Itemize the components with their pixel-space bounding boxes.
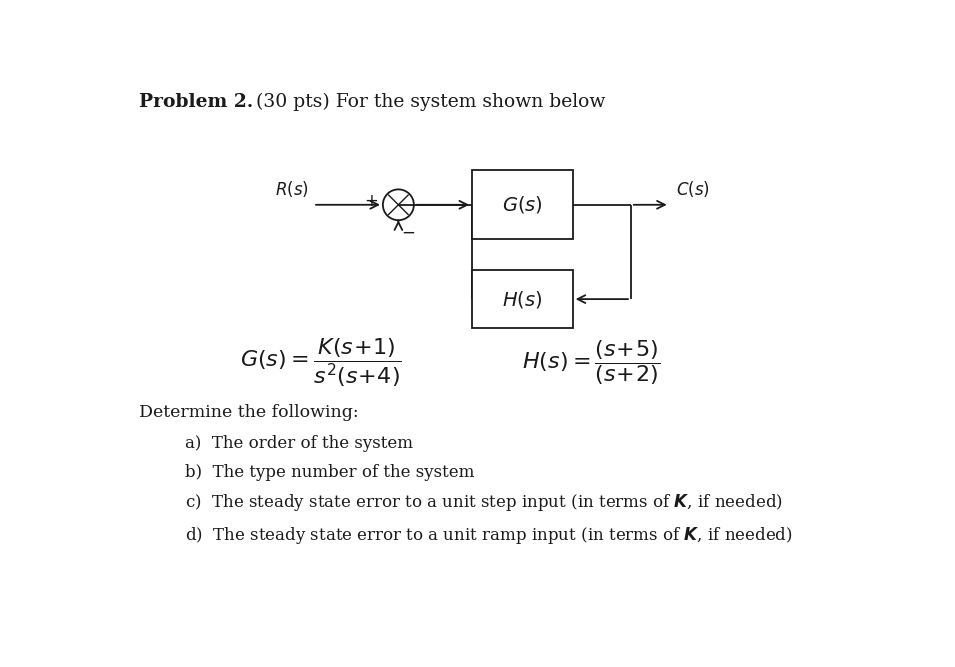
Bar <box>472 270 573 328</box>
Text: $G(s) = \dfrac{K(s\!+\!1)}{s^2(s\!+\!4)}$: $G(s) = \dfrac{K(s\!+\!1)}{s^2(s\!+\!4)}… <box>240 336 401 389</box>
Text: b)  The type number of the system: b) The type number of the system <box>185 464 475 481</box>
Text: (30 pts) For the system shown below: (30 pts) For the system shown below <box>249 93 605 111</box>
Bar <box>472 170 573 239</box>
Text: $G(s)$: $G(s)$ <box>502 194 542 215</box>
Text: $H(s) = \dfrac{(s\!+\!5)}{(s\!+\!2)}$: $H(s) = \dfrac{(s\!+\!5)}{(s\!+\!2)}$ <box>522 338 661 387</box>
Text: $R(s)$: $R(s)$ <box>275 179 309 199</box>
Text: $H(s)$: $H(s)$ <box>502 289 542 309</box>
Text: Determine the following:: Determine the following: <box>138 404 358 421</box>
Text: c)  The steady state error to a unit step input (in terms of $\boldsymbol{K}$, i: c) The steady state error to a unit step… <box>185 492 783 514</box>
Text: $C(s)$: $C(s)$ <box>676 179 710 199</box>
Text: a)  The order of the system: a) The order of the system <box>185 435 414 452</box>
Text: Problem 2.: Problem 2. <box>138 93 253 111</box>
Text: $-$: $-$ <box>401 224 415 241</box>
Text: $+$: $+$ <box>364 193 378 210</box>
Text: d)  The steady state error to a unit ramp input (in terms of $\boldsymbol{K}$, i: d) The steady state error to a unit ramp… <box>185 526 793 546</box>
